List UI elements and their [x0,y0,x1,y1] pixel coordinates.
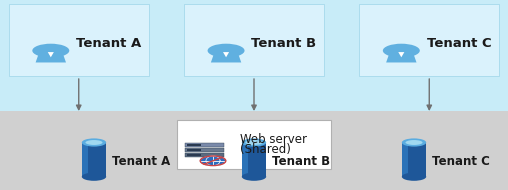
Polygon shape [398,52,404,57]
FancyBboxPatch shape [0,0,508,111]
FancyBboxPatch shape [187,149,201,151]
FancyBboxPatch shape [187,154,201,156]
Text: Web server: Web server [240,133,307,146]
Polygon shape [36,52,66,63]
Ellipse shape [242,138,266,147]
FancyBboxPatch shape [187,144,201,146]
Circle shape [383,44,420,58]
Ellipse shape [82,138,106,147]
FancyBboxPatch shape [185,153,224,157]
FancyBboxPatch shape [82,142,88,177]
Circle shape [33,44,69,58]
Text: (Shared): (Shared) [240,143,291,156]
Ellipse shape [402,173,426,181]
Text: Tenant B: Tenant B [272,155,330,168]
Ellipse shape [402,138,426,147]
FancyBboxPatch shape [402,142,426,177]
Ellipse shape [82,173,106,181]
Polygon shape [48,52,54,57]
Text: Tenant B: Tenant B [251,37,316,50]
Polygon shape [211,52,241,63]
FancyBboxPatch shape [177,120,332,169]
FancyBboxPatch shape [402,142,408,177]
FancyBboxPatch shape [82,142,106,177]
Text: Tenant A: Tenant A [76,37,141,50]
Text: Tenant A: Tenant A [112,155,171,168]
FancyBboxPatch shape [9,4,148,76]
Text: Tenant C: Tenant C [427,37,491,50]
Ellipse shape [405,140,423,145]
Ellipse shape [242,173,266,181]
Ellipse shape [245,140,263,145]
FancyBboxPatch shape [185,143,224,147]
Circle shape [200,156,226,165]
FancyBboxPatch shape [242,142,266,177]
FancyBboxPatch shape [184,4,324,76]
Ellipse shape [85,140,103,145]
FancyBboxPatch shape [0,111,508,190]
Polygon shape [386,52,417,63]
Polygon shape [223,52,229,57]
FancyBboxPatch shape [185,148,224,152]
FancyBboxPatch shape [242,142,248,177]
Text: Tenant C: Tenant C [432,155,490,168]
Circle shape [208,44,244,58]
FancyBboxPatch shape [360,4,499,76]
